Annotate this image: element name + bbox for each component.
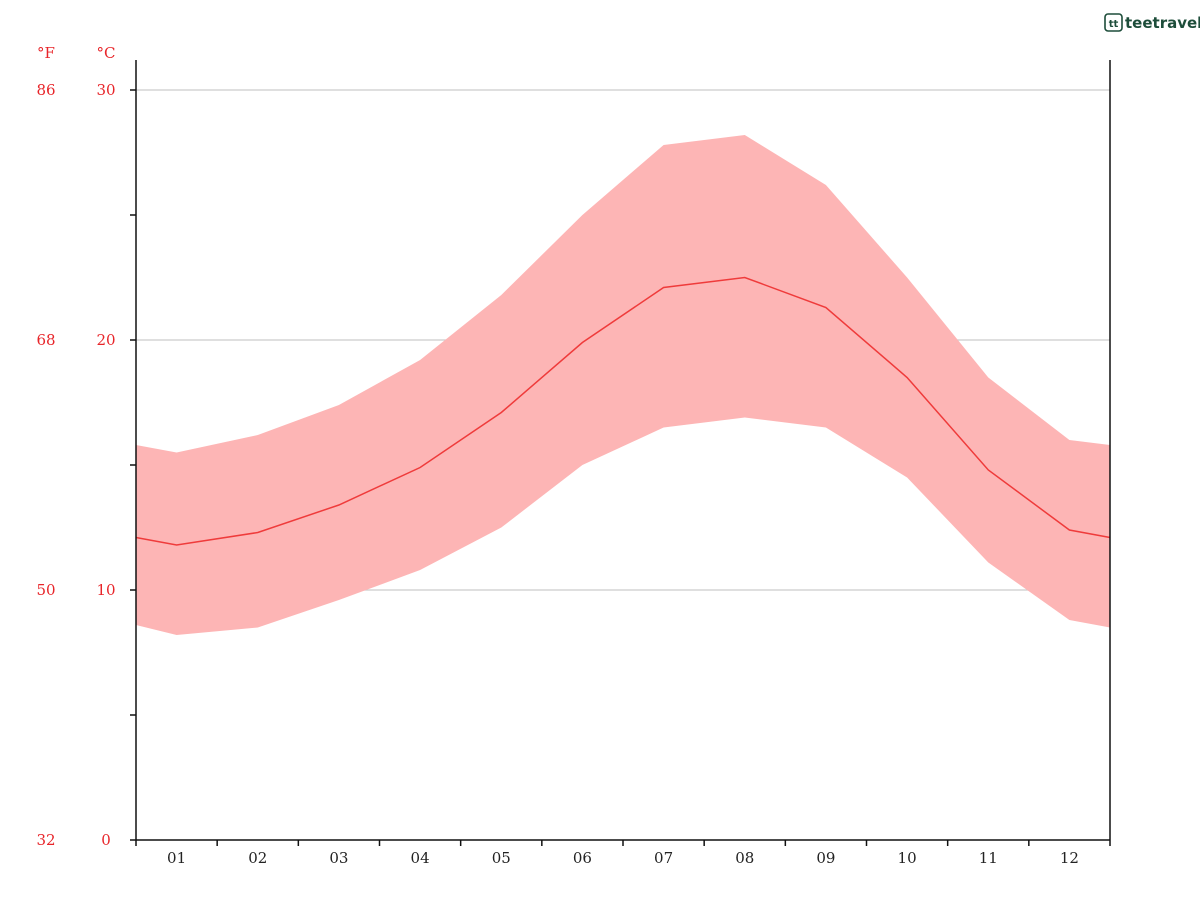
celsius-tick-label: 30 bbox=[96, 81, 115, 99]
month-label: 11 bbox=[979, 849, 998, 867]
temperature-range-band bbox=[136, 135, 1110, 635]
month-label: 06 bbox=[573, 849, 592, 867]
fahrenheit-tick-label: 50 bbox=[36, 581, 55, 599]
celsius-unit-label: °C bbox=[97, 44, 116, 62]
teetravel-logo[interactable]: tt teetravel bbox=[1104, 13, 1200, 32]
mean-temperature-line bbox=[135, 276, 1111, 546]
month-label: 10 bbox=[898, 849, 917, 867]
month-label: 09 bbox=[816, 849, 835, 867]
month-label: 12 bbox=[1060, 849, 1079, 867]
fahrenheit-unit-label: °F bbox=[37, 44, 55, 62]
month-label: 07 bbox=[654, 849, 673, 867]
fahrenheit-tick-label: 32 bbox=[36, 831, 55, 849]
x-tick-labels: 01 02 03 04 05 06 07 08 09 10 11 12 bbox=[167, 849, 1079, 867]
month-label: 04 bbox=[411, 849, 430, 867]
fahrenheit-tick-label: 86 bbox=[36, 81, 55, 99]
logo-mark: tt bbox=[1109, 19, 1119, 30]
month-label: 05 bbox=[492, 849, 511, 867]
logo-mark-icon bbox=[1104, 13, 1123, 32]
fahrenheit-tick-label: 68 bbox=[36, 331, 55, 349]
month-label: 01 bbox=[167, 849, 186, 867]
month-label: 08 bbox=[735, 849, 754, 867]
y-tick-labels: 0 32 10 50 20 68 30 86 bbox=[36, 81, 115, 849]
axis-ticks bbox=[130, 89, 1111, 846]
celsius-tick-label: 0 bbox=[101, 831, 111, 849]
logo-text: teetravel bbox=[1125, 14, 1200, 32]
month-label: 02 bbox=[248, 849, 267, 867]
month-label: 03 bbox=[329, 849, 348, 867]
celsius-tick-label: 20 bbox=[96, 331, 115, 349]
celsius-tick-label: 10 bbox=[96, 581, 115, 599]
